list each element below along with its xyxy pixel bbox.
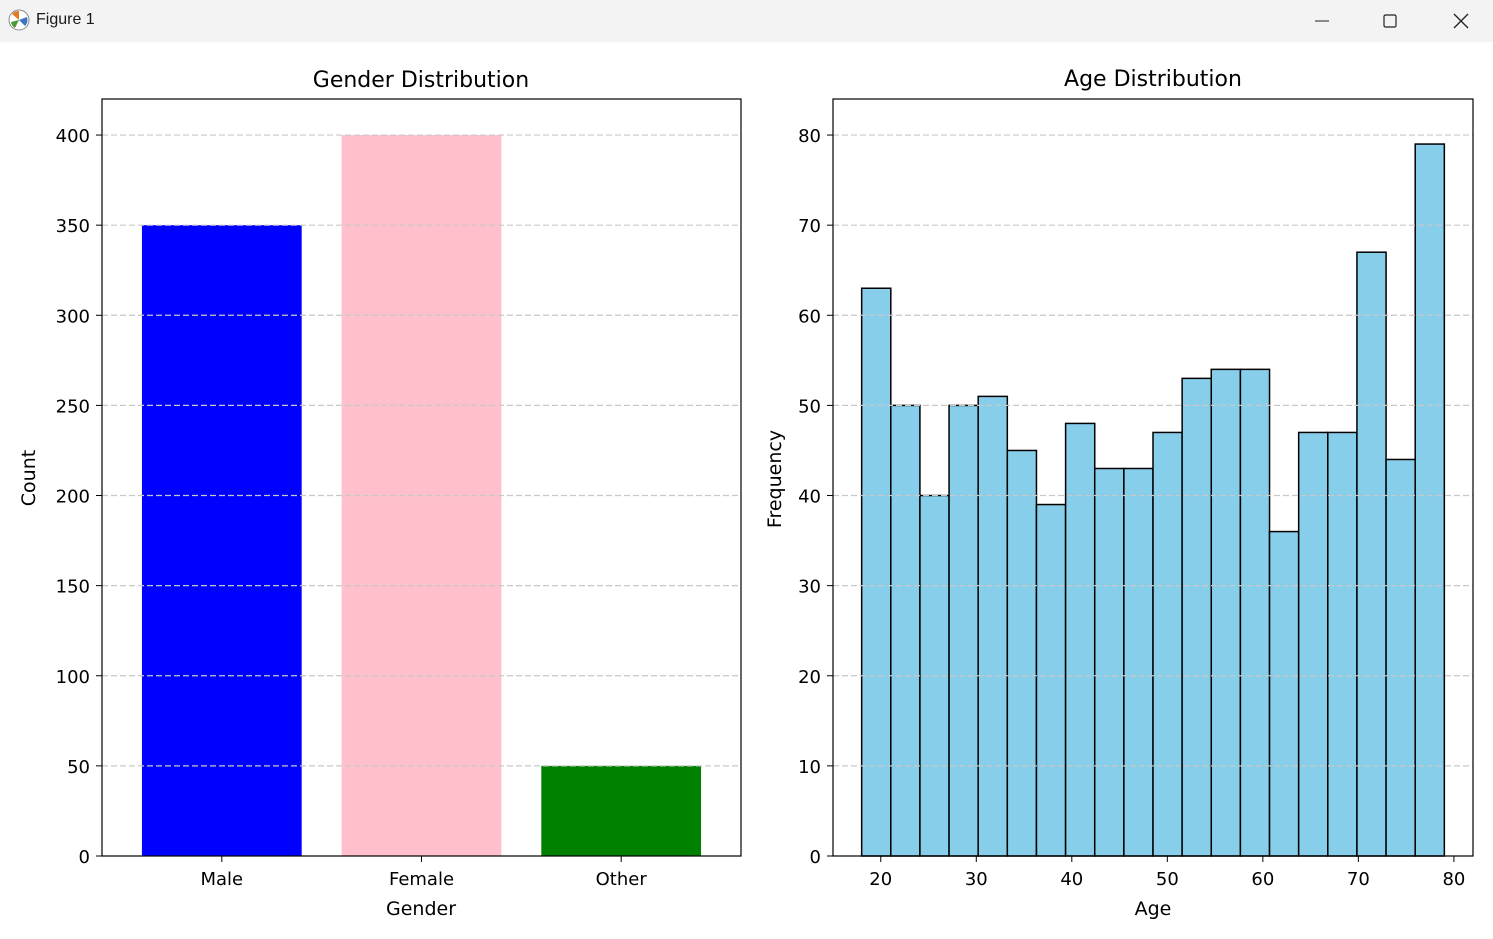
- y-tick-label: 40: [798, 487, 821, 508]
- histogram-bar: [1239, 368, 1271, 857]
- histogram-bar: [977, 395, 1009, 857]
- y-tick-label: 10: [798, 757, 821, 778]
- histogram-bar: [860, 287, 892, 857]
- histogram-bar: [1385, 458, 1416, 857]
- histogram-bar: [1035, 503, 1067, 857]
- age-axes: Age Distribution Age Frequency 0 10 20 30 40…: [764, 67, 1474, 920]
- histogram-bar: [1297, 431, 1329, 857]
- y-tick-label: 30: [798, 577, 821, 598]
- axes-frame: [101, 98, 742, 857]
- maximize-icon: [1383, 14, 1397, 28]
- bar-male: [141, 225, 302, 856]
- close-button[interactable]: [1426, 0, 1493, 42]
- y-tick-label: 0: [79, 847, 90, 868]
- window-title: Figure 1: [36, 11, 95, 28]
- close-icon: [1453, 13, 1469, 29]
- x-tick-label: 20: [869, 869, 892, 890]
- histogram-bar: [1268, 530, 1300, 857]
- y-tick-label: 50: [798, 396, 821, 417]
- histogram-bar: [1210, 368, 1242, 857]
- y-tick-label: 100: [56, 667, 90, 688]
- histogram-bar: [948, 404, 979, 857]
- y-tick-label: 50: [67, 757, 90, 778]
- matplotlib-icon: [8, 9, 30, 31]
- histogram-bar: [1093, 467, 1125, 857]
- maximize-button[interactable]: [1355, 0, 1425, 42]
- age-chart-title: Age Distribution: [1064, 67, 1242, 92]
- minimize-icon: [1315, 20, 1329, 22]
- figure-canvas: Gender Distribution Gender Count 0 50 100 1…: [0, 42, 1493, 935]
- x-tick-label: 30: [965, 869, 988, 890]
- y-tick-label: 80: [798, 126, 821, 147]
- y-tick-label: 250: [56, 396, 90, 417]
- x-tick-label: 50: [1156, 869, 1179, 890]
- x-tick-label: Female: [389, 869, 454, 890]
- gender-y-label: Count: [18, 450, 40, 506]
- histogram-bar: [1181, 377, 1213, 857]
- x-tick-label: 40: [1060, 869, 1083, 890]
- x-tick-label: Other: [596, 869, 648, 890]
- y-tick-label: 0: [810, 847, 821, 868]
- y-tick-label: 350: [56, 216, 90, 237]
- minimize-button[interactable]: [1287, 0, 1357, 42]
- histogram-bar: [1123, 467, 1154, 857]
- y-tick-label: 400: [56, 126, 90, 147]
- x-tick-label: 70: [1347, 869, 1370, 890]
- histogram-bar: [1152, 431, 1183, 857]
- histogram-bar: [1064, 422, 1096, 857]
- bar-other: [541, 765, 702, 856]
- gender-chart-title: Gender Distribution: [313, 68, 529, 93]
- age-x-label: Age: [1135, 898, 1172, 920]
- y-tick-label: 300: [56, 306, 90, 327]
- axes-frame: [832, 98, 1474, 857]
- y-tick-label: 20: [798, 667, 821, 688]
- y-tick-label: 60: [798, 306, 821, 327]
- y-tick-label: 70: [798, 216, 821, 237]
- x-tick-label: 80: [1442, 869, 1465, 890]
- y-tick-label: 200: [56, 487, 90, 508]
- y-tick-label: 150: [56, 577, 90, 598]
- histogram-bar: [1006, 449, 1038, 857]
- age-y-label: Frequency: [764, 430, 786, 528]
- histogram-bar: [1356, 251, 1387, 857]
- x-tick-label: Male: [200, 869, 243, 890]
- histogram-bar: [1414, 143, 1446, 857]
- histogram-bar: [890, 404, 921, 857]
- title-bar: Figure 1: [0, 0, 1493, 42]
- x-tick-label: 60: [1251, 869, 1274, 890]
- gender-x-label: Gender: [386, 898, 456, 920]
- gender-axes: Gender Distribution Gender Count 0 50 100 1…: [18, 68, 742, 920]
- figure-svg: Gender Distribution Gender Count 0501001…: [18, 67, 1474, 920]
